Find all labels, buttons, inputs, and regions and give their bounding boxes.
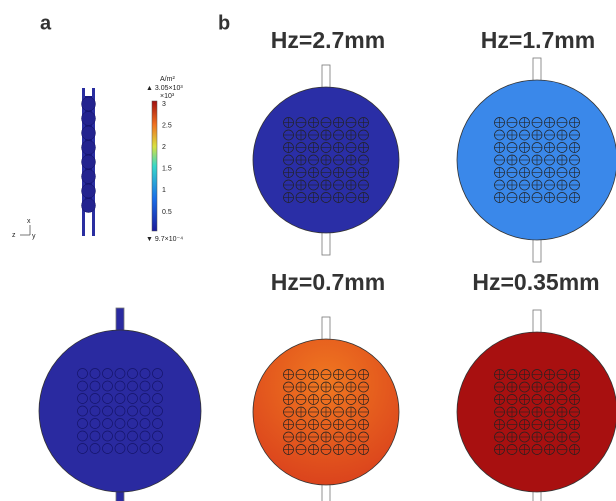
colorbar bbox=[152, 101, 157, 231]
axis-label: z bbox=[12, 232, 16, 239]
panel-title: Hz=2.7mm bbox=[271, 27, 385, 53]
bump bbox=[82, 97, 96, 111]
panel-title: Hz=1.7mm bbox=[481, 27, 595, 53]
tab bbox=[322, 317, 330, 341]
colorbar-min: ▼ 9.7×10⁻⁴ bbox=[146, 236, 183, 243]
bump bbox=[82, 155, 96, 169]
tab bbox=[533, 238, 541, 262]
bump bbox=[82, 112, 96, 126]
bump bbox=[82, 170, 96, 184]
tab bbox=[533, 58, 541, 82]
bump bbox=[82, 199, 96, 213]
colorbar-tick-label: 2.5 bbox=[162, 122, 172, 129]
colorbar-tick-label: 2 bbox=[162, 144, 166, 151]
tab bbox=[116, 308, 124, 332]
axis-triad bbox=[20, 225, 30, 235]
bump bbox=[82, 141, 96, 155]
figure: a b A/m² ▲ 3.05×10³ ×10³ 3 2.5 2 1.5 1 0.5 ▼ … bbox=[0, 0, 616, 501]
tab bbox=[533, 310, 541, 334]
colorbar-max: ▲ 3.05×10³ bbox=[146, 85, 183, 92]
panel-title: Hz=0.7mm bbox=[271, 269, 385, 295]
panel-label: a bbox=[40, 12, 52, 34]
colorbar-tick-label: 1 bbox=[162, 187, 166, 194]
panel-title: Hz=0.35mm bbox=[472, 269, 599, 295]
colorbar-tick-label: 3 bbox=[162, 101, 166, 108]
colorbar-unit: A/m² bbox=[160, 76, 175, 83]
colorbar-scale: ×10³ bbox=[160, 93, 175, 100]
colorbar-tick-label: 1.5 bbox=[162, 166, 172, 173]
tab bbox=[322, 65, 330, 89]
axis-label: y bbox=[32, 233, 36, 240]
disk bbox=[39, 330, 201, 492]
tab bbox=[322, 231, 330, 255]
axis-label: x bbox=[27, 218, 31, 225]
bump bbox=[82, 184, 96, 198]
colorbar-tick-label: 0.5 bbox=[162, 209, 172, 216]
bump bbox=[82, 126, 96, 140]
panel-label: b bbox=[218, 12, 230, 34]
tab bbox=[322, 483, 330, 501]
